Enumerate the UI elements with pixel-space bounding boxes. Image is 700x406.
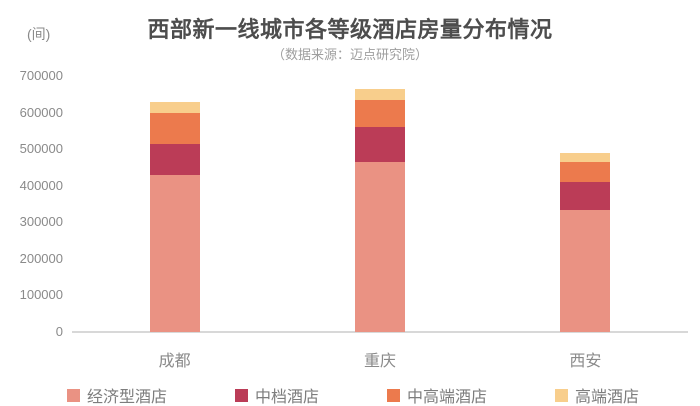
stacked-bar-西安 <box>560 152 611 332</box>
y-axis-tick-label: 100000 <box>19 287 63 303</box>
legend-label: 经济型酒店 <box>87 389 168 406</box>
legend-swatch <box>67 388 80 402</box>
legend-item-中档酒店: 中档酒店 <box>235 383 319 406</box>
bar-segment-中高端酒店 <box>355 99 405 128</box>
stacked-bar-重庆 <box>355 88 405 332</box>
bar-segment-经济型酒店 <box>560 209 611 332</box>
legend-item-中高端酒店: 中高端酒店 <box>387 383 487 406</box>
y-axis: 700000 600000 500000 400000 300000 200000 1000… <box>0 0 63 406</box>
bar-segment-中高端酒店 <box>149 112 200 144</box>
bar-segment-中档酒店 <box>149 143 200 175</box>
bar-segment-高端酒店 <box>560 152 611 162</box>
y-axis-tick-label: 0 <box>55 324 63 339</box>
bar-segment-经济型酒店 <box>149 174 200 332</box>
x-axis-label-重庆: 重庆 <box>363 353 396 370</box>
legend-swatch <box>555 388 568 402</box>
y-axis-tick-label: 400000 <box>19 177 63 193</box>
bar-segment-经济型酒店 <box>355 161 405 332</box>
y-axis-unit-label: (间) <box>27 26 51 42</box>
chart-title: 西部新一线城市各等级酒店房量分布情况 <box>147 17 553 42</box>
bar-segment-高端酒店 <box>149 101 200 113</box>
bar-segment-中档酒店 <box>560 182 611 210</box>
legend: 经济型酒店 中档酒店 中高端酒店 高端酒店 <box>0 383 700 406</box>
x-axis-label-西安: 西安 <box>569 353 602 370</box>
y-axis-tick-label: 600000 <box>19 104 63 120</box>
y-axis-tick-label: 200000 <box>19 250 63 266</box>
bar-segment-高端酒店 <box>355 88 405 100</box>
legend-item-经济型酒店: 经济型酒店 <box>67 383 167 406</box>
legend-swatch <box>387 388 400 402</box>
y-axis-tick-label: 700000 <box>19 68 63 83</box>
stacked-bar-成都 <box>149 101 200 332</box>
legend-label: 中档酒店 <box>255 389 320 406</box>
y-axis-tick-label: 300000 <box>19 214 63 230</box>
legend-swatch <box>235 388 248 402</box>
plot-area <box>72 76 688 333</box>
chart-subtitle: （数据来源：迈点研究院） <box>271 47 428 62</box>
x-axis-labels: 成都 重庆 西安 <box>72 347 688 370</box>
bar-segment-中高端酒店 <box>560 161 611 183</box>
legend-item-高端酒店: 高端酒店 <box>555 383 639 406</box>
bar-segment-中档酒店 <box>355 127 405 162</box>
legend-label: 高端酒店 <box>575 389 640 406</box>
legend-label: 中高端酒店 <box>407 389 488 406</box>
y-axis-tick-label: 500000 <box>19 141 63 157</box>
x-axis-line <box>72 331 688 333</box>
x-axis-label-成都: 成都 <box>158 353 191 370</box>
